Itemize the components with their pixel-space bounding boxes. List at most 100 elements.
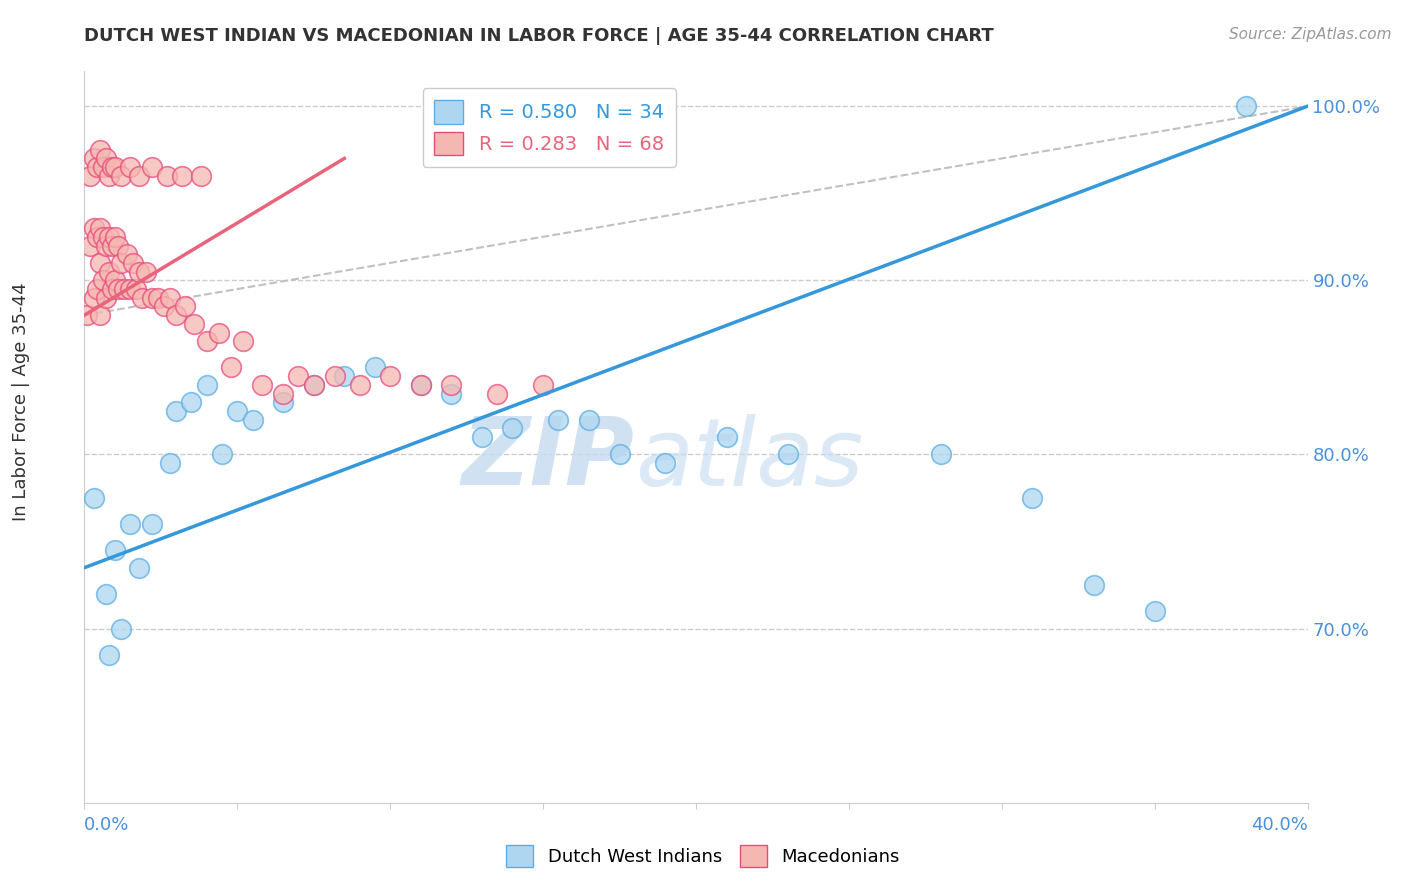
Point xyxy=(471,430,494,444)
Point xyxy=(94,291,117,305)
Point xyxy=(89,308,111,322)
Legend: Dutch West Indians, Macedonians: Dutch West Indians, Macedonians xyxy=(499,838,907,874)
Point xyxy=(86,160,108,174)
Point xyxy=(107,282,129,296)
Point xyxy=(91,160,114,174)
Point xyxy=(380,369,402,384)
Point xyxy=(120,282,142,296)
Point xyxy=(94,587,117,601)
Point xyxy=(110,169,132,183)
Text: 0.0%: 0.0% xyxy=(84,816,129,834)
Point xyxy=(195,334,218,349)
Point xyxy=(89,143,111,157)
Point xyxy=(440,386,463,401)
Point xyxy=(180,395,202,409)
Point xyxy=(211,448,233,462)
Point xyxy=(104,543,127,558)
Point xyxy=(172,169,194,183)
Point xyxy=(120,160,142,174)
Point xyxy=(112,282,135,296)
Point xyxy=(97,169,120,183)
Point xyxy=(409,377,432,392)
Text: In Labor Force | Age 35-44: In Labor Force | Age 35-44 xyxy=(13,282,30,521)
Point xyxy=(156,169,179,183)
Point xyxy=(115,247,138,261)
Point xyxy=(333,369,356,384)
Point xyxy=(183,317,205,331)
Point xyxy=(219,360,242,375)
Point xyxy=(94,238,117,252)
Text: 40.0%: 40.0% xyxy=(1251,816,1308,834)
Text: atlas: atlas xyxy=(636,414,863,505)
Point xyxy=(302,377,325,392)
Point xyxy=(107,238,129,252)
Point xyxy=(120,517,142,532)
Point xyxy=(929,448,952,462)
Point xyxy=(101,282,124,296)
Point xyxy=(97,265,120,279)
Point xyxy=(91,229,114,244)
Point xyxy=(83,221,105,235)
Legend: R = 0.580   N = 34, R = 0.283   N = 68: R = 0.580 N = 34, R = 0.283 N = 68 xyxy=(423,88,676,167)
Point xyxy=(609,448,631,462)
Point xyxy=(271,395,294,409)
Point xyxy=(323,369,346,384)
Point xyxy=(141,517,163,532)
Point xyxy=(364,360,387,375)
Point xyxy=(531,377,554,392)
Point xyxy=(128,169,150,183)
Point xyxy=(302,377,325,392)
Point xyxy=(502,421,524,435)
Point xyxy=(135,265,157,279)
Point xyxy=(89,221,111,235)
Point xyxy=(91,273,114,287)
Text: ZIP: ZIP xyxy=(463,413,636,505)
Point xyxy=(94,152,117,166)
Point xyxy=(110,622,132,636)
Point xyxy=(97,229,120,244)
Point xyxy=(776,448,799,462)
Point xyxy=(486,386,509,401)
Point xyxy=(104,160,127,174)
Point xyxy=(654,456,676,470)
Point xyxy=(83,491,105,505)
Point xyxy=(141,160,163,174)
Point xyxy=(250,377,273,392)
Point xyxy=(409,377,432,392)
Point xyxy=(128,265,150,279)
Point xyxy=(110,256,132,270)
Point xyxy=(159,291,181,305)
Point xyxy=(1083,578,1105,592)
Point xyxy=(101,160,124,174)
Point xyxy=(232,334,254,349)
Point xyxy=(1021,491,1043,505)
Point xyxy=(79,238,101,252)
Point xyxy=(101,238,124,252)
Point xyxy=(1234,99,1257,113)
Point xyxy=(104,229,127,244)
Point xyxy=(165,308,187,322)
Point xyxy=(190,169,212,183)
Point xyxy=(208,326,231,340)
Point xyxy=(89,256,111,270)
Point xyxy=(104,273,127,287)
Point xyxy=(226,404,249,418)
Point xyxy=(86,229,108,244)
Point xyxy=(195,377,218,392)
Point xyxy=(122,256,145,270)
Point xyxy=(440,377,463,392)
Point xyxy=(131,291,153,305)
Point xyxy=(128,560,150,574)
Point xyxy=(83,291,105,305)
Text: DUTCH WEST INDIAN VS MACEDONIAN IN LABOR FORCE | AGE 35-44 CORRELATION CHART: DUTCH WEST INDIAN VS MACEDONIAN IN LABOR… xyxy=(84,27,994,45)
Point xyxy=(174,300,197,314)
Point xyxy=(79,169,101,183)
Point xyxy=(287,369,309,384)
Point xyxy=(97,648,120,662)
Point xyxy=(165,404,187,418)
Text: Source: ZipAtlas.com: Source: ZipAtlas.com xyxy=(1229,27,1392,42)
Point xyxy=(1143,604,1166,618)
Point xyxy=(125,282,148,296)
Point xyxy=(153,300,176,314)
Point xyxy=(578,412,600,426)
